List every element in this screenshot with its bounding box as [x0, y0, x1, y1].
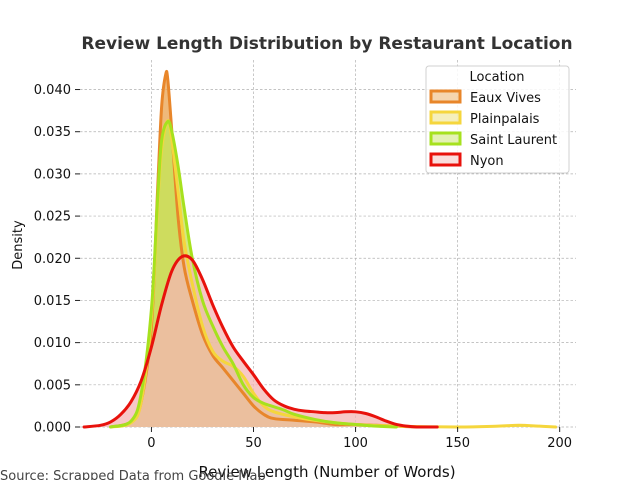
series-line-nyon	[82, 254, 439, 429]
legend-swatch-plainpalais	[429, 110, 462, 125]
y-tick-label: 0.005	[34, 378, 71, 393]
y-tick-label: 0.030	[34, 167, 71, 182]
y-tick-label: 0.020	[34, 252, 71, 267]
legend-swatch-nyon	[429, 152, 462, 167]
x-tick-label: 200	[547, 436, 572, 451]
x-ticks: 0 50 100 150 200	[147, 427, 572, 451]
series-fill-nyon	[84, 255, 438, 427]
y-ticks: 0.000 0.005 0.010 0.015 0.020 0.025 0.030 0.035…	[34, 83, 80, 436]
legend-label-plainpalais: Plainpalais	[470, 112, 540, 127]
legend-swatch-saint-laurent	[429, 131, 462, 146]
legend: Location Eaux Vives Plainpalais Saint Laur…	[425, 65, 570, 174]
y-tick-label: 0.000	[34, 421, 71, 436]
legend-frame	[425, 65, 570, 174]
legend-swatch-eaux-vives	[429, 89, 462, 104]
series-lines	[82, 69, 558, 429]
legend-label-saint-laurent: Saint Laurent	[470, 133, 557, 148]
y-axis-label: Density	[11, 220, 26, 270]
y-tick-label: 0.015	[34, 294, 71, 309]
series-line-saint-laurent	[109, 119, 398, 429]
legend-label-eaux-vives: Eaux Vives	[470, 91, 541, 106]
x-tick-label: 0	[147, 436, 155, 451]
x-tick-label: 150	[445, 436, 470, 451]
x-axis-label: Review Length (Number of Words)	[198, 463, 455, 480]
x-tick-label: 50	[245, 436, 262, 451]
y-tick-label: 0.035	[34, 125, 71, 140]
y-tick-label: 0.040	[34, 83, 71, 98]
legend-title: Location	[470, 70, 525, 85]
chart-title: Review Length Distribution by Restaurant…	[81, 34, 572, 54]
source-note: Source: Scrapped Data from Google Map	[0, 469, 266, 480]
series-layer	[82, 69, 558, 429]
x-tick-label: 100	[343, 436, 368, 451]
legend-label-nyon: Nyon	[470, 154, 504, 169]
y-tick-label: 0.025	[34, 210, 71, 225]
y-tick-label: 0.010	[34, 336, 71, 351]
